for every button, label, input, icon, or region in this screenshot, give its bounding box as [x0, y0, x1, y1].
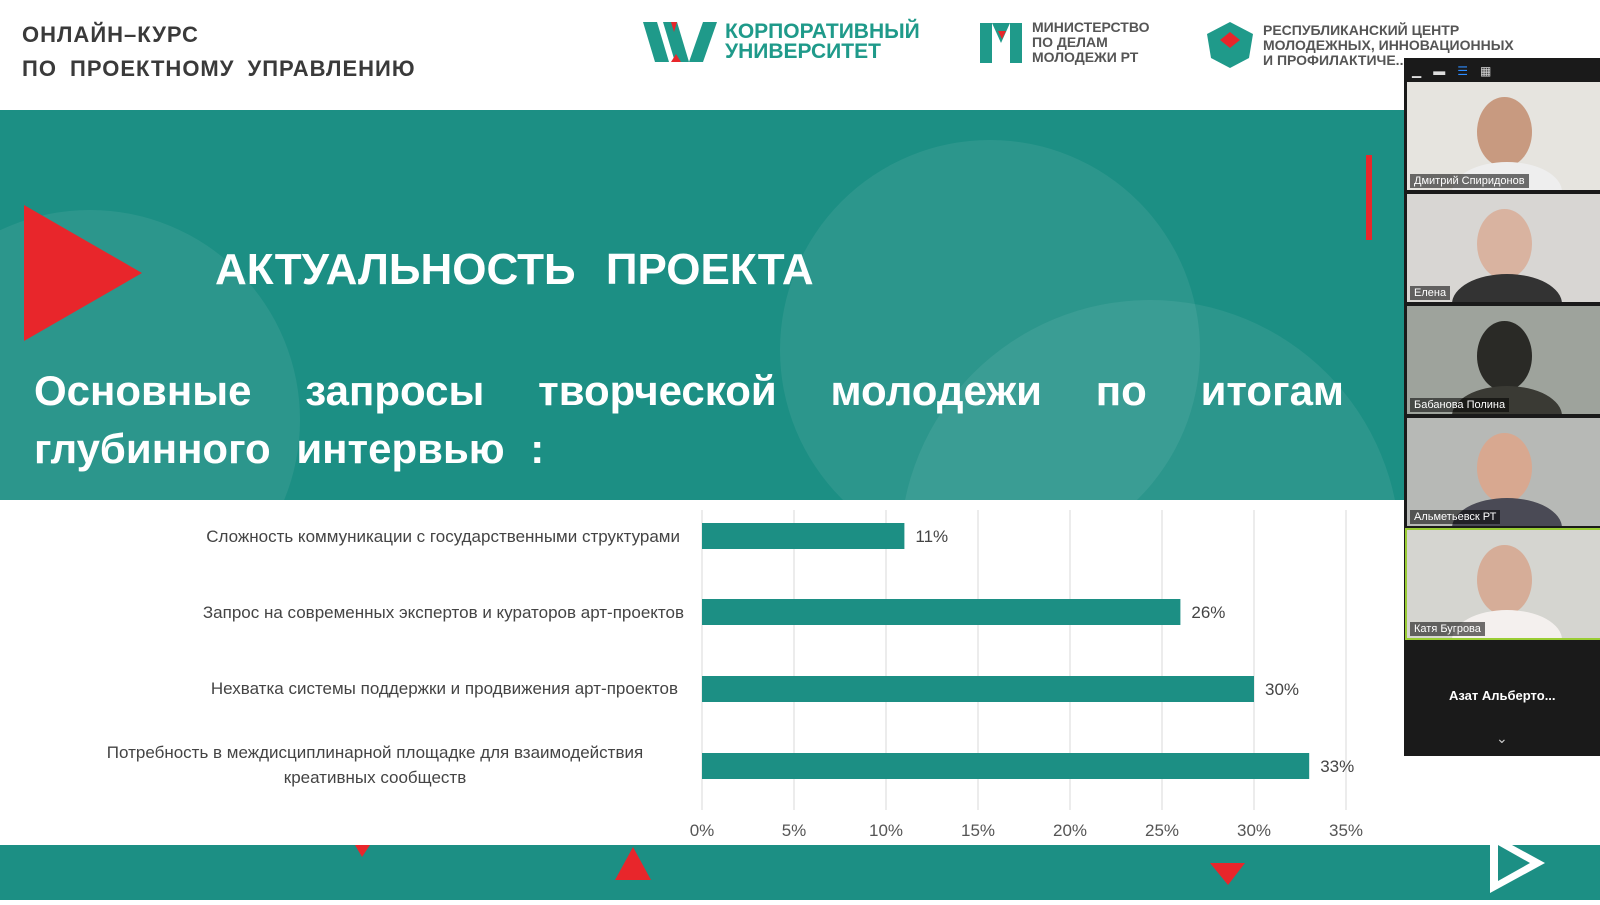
x-tick-label: 15%: [961, 821, 995, 840]
chart-svg: 0% 5% 10% 15% 20% 25% 30% 35% 11% 26% 30% 33%: [690, 510, 1363, 840]
ministry-logo-icon: [980, 22, 1022, 63]
center-logo-icon: [1207, 22, 1253, 68]
x-tick-label: 35%: [1329, 821, 1363, 840]
course-title: ОНЛАЙН–КУРС ПО ПРОЕКТНОМУ УПРАВЛЕНИЮ: [22, 22, 416, 81]
bar: [702, 523, 905, 549]
minimize-icon[interactable]: ▁: [1412, 64, 1422, 78]
logo-republican-center: РЕСПУБЛИКАНСКИЙ ЦЕНТР МОЛОДЕЖНЫХ, ИННОВАЦ…: [1205, 20, 1514, 70]
slide-footer-band: [0, 833, 1600, 900]
footer-decoration: [355, 833, 1545, 893]
grid-view-icon[interactable]: ▦: [1480, 64, 1492, 78]
participant-tile[interactable]: Елена: [1407, 194, 1600, 302]
data-label: 33%: [1320, 757, 1354, 776]
participant-tile[interactable]: Дмитрий Спиридонов: [1407, 82, 1600, 190]
x-tick-label: 10%: [869, 821, 903, 840]
participant-tile[interactable]: Бабанова Полина: [1407, 306, 1600, 414]
bar-chart: 0% 5% 10% 15% 20% 25% 30% 35% 11% 26% 30% 33% Сложн…: [0, 500, 1400, 850]
strip-view-icon[interactable]: ☰: [1457, 64, 1468, 78]
x-tick-label: 20%: [1053, 821, 1087, 840]
participant-tile-active[interactable]: Катя Бугрова: [1405, 528, 1600, 640]
participant-name-no-video[interactable]: Азат Альберто...: [1449, 688, 1556, 703]
data-label: 11%: [915, 527, 948, 546]
x-tick-label: 30%: [1237, 821, 1271, 840]
category-label: Запрос на современных экспертов и курато…: [202, 603, 684, 622]
category-label: Потребность в междисциплинарной площадке…: [106, 743, 644, 787]
bar: [702, 676, 1254, 702]
x-tick-label: 0%: [690, 821, 715, 840]
play-triangle-icon: [24, 205, 142, 341]
participant-tile[interactable]: Альметьевск РТ: [1407, 418, 1600, 526]
chevron-down-icon[interactable]: ⌄: [1496, 730, 1508, 746]
single-view-icon[interactable]: ▬: [1433, 64, 1446, 78]
logo-ministry: МИНИСТЕРСТВО ПО ДЕЛАМ МОЛОДЕЖИ РТ: [980, 20, 1150, 65]
video-participants-panel: ▁ ▬ ☰ ▦ Дмитрий Спиридонов Елена Бабанова П…: [1404, 58, 1600, 756]
data-label: 30%: [1265, 680, 1299, 699]
logo-corporate-university: КОРПОРАТИВНЫЙ УНИВЕРСИТЕТ: [643, 20, 920, 64]
bar: [702, 753, 1310, 779]
category-label: Сложность коммуникации с государственным…: [206, 527, 680, 546]
slide-heading: АКТУАЛЬНОСТЬ ПРОЕКТА: [215, 245, 814, 294]
data-label: 26%: [1191, 603, 1225, 622]
bar: [702, 599, 1181, 625]
ku-logo-icon: [643, 22, 717, 62]
x-tick-label: 25%: [1145, 821, 1179, 840]
x-tick-label: 5%: [782, 821, 807, 840]
category-label: Нехватка системы поддержки и продвижения…: [210, 679, 678, 698]
slide-subheading: Основные запросы творческой молодежи по …: [34, 367, 1344, 472]
red-accent-bar: [1366, 155, 1372, 240]
